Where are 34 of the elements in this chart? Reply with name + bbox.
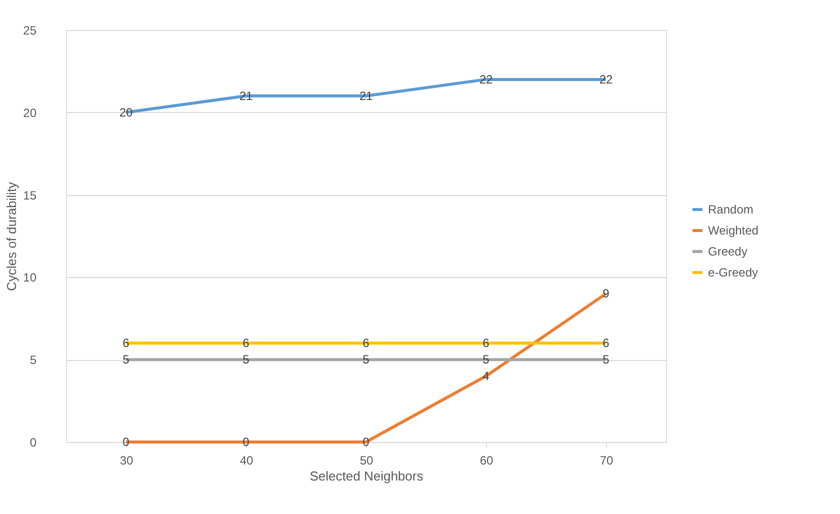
data-label: 5 <box>602 352 610 367</box>
x-tick-label: 30 <box>120 454 134 468</box>
y-tick-label: 5 <box>30 353 37 368</box>
y-axis-title: Cycles of durability <box>4 181 20 292</box>
y-tick-label: 10 <box>23 270 37 285</box>
data-label: 22 <box>599 72 613 86</box>
data-label: 6 <box>482 336 490 350</box>
data-label: 6 <box>362 336 370 350</box>
x-tick-label: 40 <box>240 454 254 468</box>
data-label: 9 <box>602 286 610 301</box>
data-label: 5 <box>242 352 250 367</box>
data-label: 21 <box>239 88 253 103</box>
y-tick-label: 15 <box>23 188 37 202</box>
data-label: 22 <box>479 72 493 86</box>
legend-label: Weighted <box>708 224 758 238</box>
x-tick-label: 50 <box>360 454 374 468</box>
x-tick-label: 60 <box>480 454 494 468</box>
data-label: 20 <box>119 105 133 120</box>
data-label: 5 <box>362 352 370 367</box>
data-label: 6 <box>602 336 610 350</box>
y-tick-label: 25 <box>23 24 37 38</box>
x-tick-label: 70 <box>600 454 614 468</box>
data-label: 21 <box>359 88 373 103</box>
legend-label: Greedy <box>708 244 748 259</box>
data-label: 6 <box>242 336 250 350</box>
data-label: 6 <box>122 336 130 350</box>
data-label: 5 <box>482 352 490 367</box>
data-label: 5 <box>122 352 130 367</box>
y-tick-label: 20 <box>23 106 37 120</box>
y-tick-label: 0 <box>30 436 37 450</box>
x-axis-title: Selected Neighbors <box>310 468 424 484</box>
data-label: 0 <box>122 435 130 449</box>
legend-label: e-Greedy <box>708 266 758 280</box>
legend-label: Random <box>708 202 754 217</box>
